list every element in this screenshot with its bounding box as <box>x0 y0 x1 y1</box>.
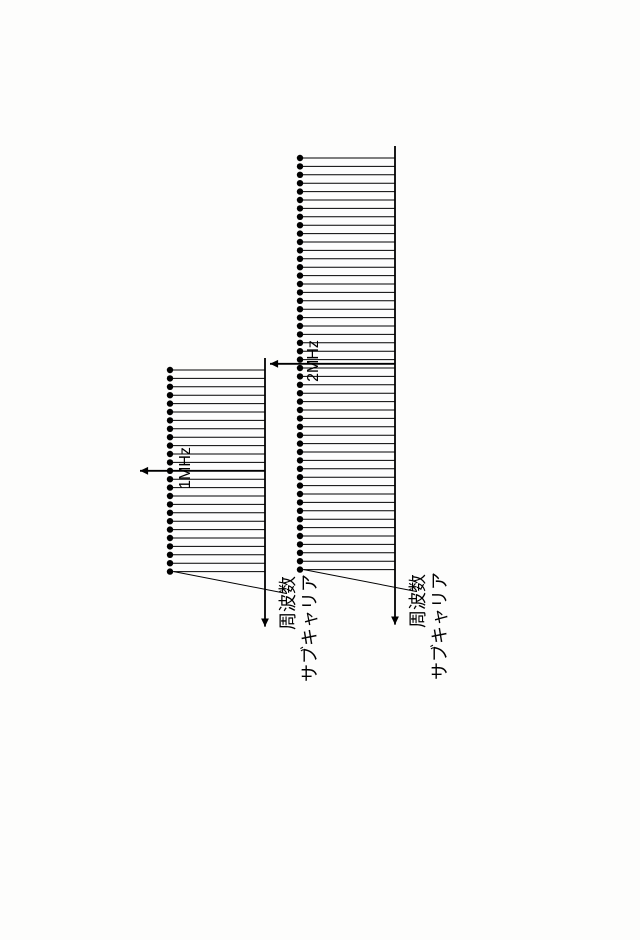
diagram-page: 1MHzサブキャリア周波数2MHzサブキャリア周波数 <box>0 0 640 940</box>
panel-p1 <box>140 358 287 627</box>
diagram-svg <box>0 0 640 940</box>
band-label-p2: 2MHz <box>305 301 323 421</box>
frequency-label-p1: 周波数 <box>274 543 300 663</box>
frequency-label-p2: 周波数 <box>404 541 430 661</box>
band-label-p1: 1MHz <box>177 408 195 528</box>
